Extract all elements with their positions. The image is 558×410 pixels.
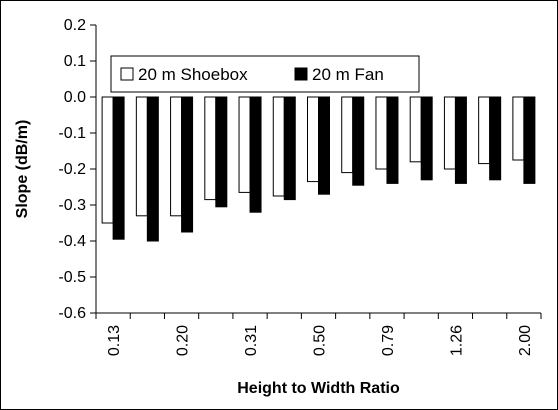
bar-fan	[249, 96, 262, 213]
legend-swatch-fan	[294, 67, 308, 81]
bar-shoebox	[135, 96, 148, 217]
bar-fan	[420, 96, 433, 181]
bar-fan	[112, 96, 125, 240]
y-tick-label: 0.0	[64, 89, 86, 106]
y-tick-label: 0.1	[64, 53, 86, 70]
legend-label-shoebox: 20 m Shoebox	[138, 65, 248, 84]
y-tick-label: -0.5	[58, 269, 86, 286]
bar-fan	[215, 96, 228, 208]
x-tick-label: 2.00	[517, 325, 534, 356]
bar-fan	[454, 96, 467, 184]
y-ticks: 0.2 0.1 0.0 -0.1 -0.2 -0.3 -0.4 -0.5 -0.6	[58, 17, 96, 322]
x-axis-title: Height to Width Ratio	[237, 380, 400, 397]
bars-layer	[101, 96, 536, 242]
x-tick-label: 0.79	[380, 325, 397, 356]
y-tick-label: -0.3	[58, 197, 86, 214]
bar-fan	[489, 96, 502, 181]
x-tick-label: 0.50	[312, 325, 329, 356]
bar-shoebox	[443, 96, 456, 170]
x-tick-label: 0.31	[243, 325, 260, 356]
legend-swatch-shoebox	[120, 67, 134, 81]
bar-fan	[386, 96, 399, 184]
bar-fan	[523, 96, 536, 184]
bar-shoebox	[204, 96, 217, 201]
bar-fan	[318, 96, 330, 195]
legend-box	[110, 55, 420, 93]
y-tick-label: 0.2	[64, 17, 86, 34]
bar-shoebox	[409, 96, 422, 163]
bar-shoebox	[375, 96, 388, 170]
bar-shoebox	[341, 96, 354, 174]
bar-shoebox	[512, 96, 525, 161]
bar-fan	[146, 96, 159, 242]
y-axis-title: Slope (dB/m)	[14, 120, 31, 219]
bar-shoebox	[478, 96, 491, 165]
x-ticks: 0.13 0.20 0.31 0.50 0.79 1.26 2.00	[95, 313, 542, 356]
x-tick-label: 1.26	[448, 325, 465, 356]
bar-shoebox	[238, 96, 251, 193]
y-tick-label: -0.2	[58, 161, 86, 178]
bar-shoebox	[307, 96, 319, 183]
y-tick-label: -0.1	[58, 125, 86, 142]
legend: 20 m Shoebox 20 m Fan	[110, 55, 420, 93]
x-tick-label: 0.13	[106, 325, 123, 356]
bar-fan	[181, 96, 194, 233]
bar-shoebox	[272, 96, 285, 197]
y-tick-label: -0.4	[58, 233, 86, 250]
y-tick-label: -0.6	[58, 305, 86, 322]
bar-fan	[283, 96, 296, 201]
bar-fan	[352, 96, 365, 186]
x-tick-label: 0.20	[175, 325, 192, 356]
bar-shoebox	[101, 96, 114, 224]
bar-shoebox	[170, 96, 183, 217]
legend-label-fan: 20 m Fan	[312, 65, 384, 84]
